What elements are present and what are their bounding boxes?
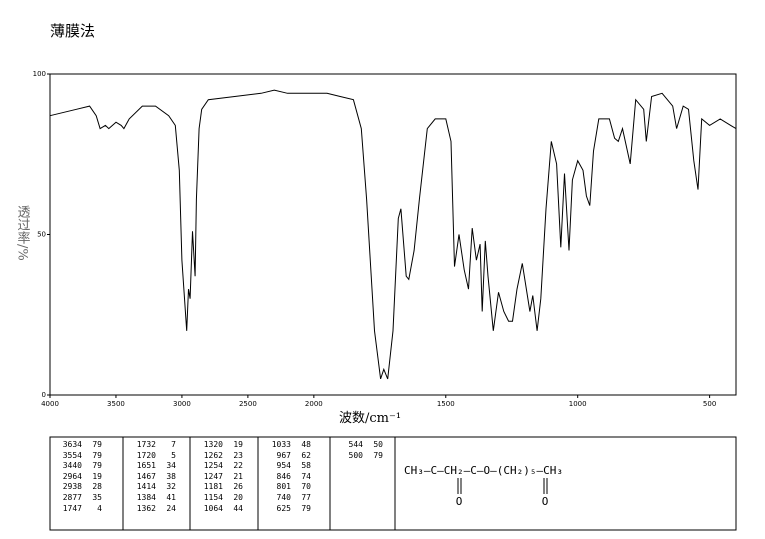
peak-wavenumber: 1651 <box>136 461 156 471</box>
peak-wavenumber: 967 <box>276 450 291 460</box>
peak-transmittance: 79 <box>92 461 102 471</box>
peak-transmittance: 74 <box>301 471 311 481</box>
peak-wavenumber: 740 <box>276 493 291 502</box>
x-tick-label: 2500 <box>239 400 257 408</box>
peak-wavenumber: 1384 <box>136 493 156 502</box>
peak-transmittance: 24 <box>166 503 176 513</box>
peak-wavenumber: 1320 <box>203 440 223 449</box>
peak-wavenumber: 1467 <box>136 471 156 481</box>
peak-transmittance: 35 <box>92 493 102 502</box>
peak-transmittance: 41 <box>166 493 176 502</box>
peak-wavenumber: 2964 <box>62 471 82 481</box>
peak-wavenumber: 2938 <box>62 482 82 492</box>
peak-wavenumber: 1732 <box>136 440 156 449</box>
peak-wavenumber: 954 <box>276 461 291 471</box>
peak-transmittance: 26 <box>233 482 243 492</box>
peak-wavenumber: 1254 <box>203 461 223 471</box>
spectrum-line <box>49 89 737 380</box>
peak-wavenumber: 625 <box>276 503 291 513</box>
peak-transmittance: 34 <box>166 461 176 471</box>
x-tick-label: 3000 <box>173 400 191 408</box>
peak-wavenumber: 1720 <box>136 450 156 460</box>
y-axis-label: 透过率/% <box>15 205 31 261</box>
peak-transmittance: 19 <box>92 471 102 481</box>
peak-wavenumber: 801 <box>276 482 291 492</box>
peak-transmittance: 28 <box>92 482 102 492</box>
peak-wavenumber: 1064 <box>203 503 223 513</box>
peak-wavenumber: 1262 <box>203 450 223 460</box>
peak-transmittance: 21 <box>233 471 243 481</box>
carbonyl-oxygen: O <box>456 495 463 508</box>
peak-transmittance: 77 <box>301 493 311 502</box>
y-tick-label: 0 <box>42 391 46 399</box>
peak-transmittance: 5 <box>171 450 176 460</box>
peak-transmittance: 79 <box>373 450 383 460</box>
x-tick-label: 1500 <box>437 400 455 408</box>
peak-transmittance: 22 <box>233 461 243 471</box>
x-axis-label: 波数/cm⁻¹ <box>339 411 401 426</box>
peak-wavenumber: 1747 <box>62 503 82 513</box>
table-frame <box>49 436 737 531</box>
table-dividers <box>122 437 396 530</box>
x-tick-label: 2000 <box>305 400 323 408</box>
peak-transmittance: 32 <box>166 482 176 492</box>
peak-wavenumber: 2877 <box>62 493 82 502</box>
peak-transmittance: 79 <box>92 450 102 460</box>
peak-wavenumber: 3634 <box>62 440 82 449</box>
peak-transmittance: 20 <box>233 493 243 502</box>
peak-wavenumber: 500 <box>348 450 363 460</box>
peak-transmittance: 44 <box>233 503 243 513</box>
peak-transmittance: 19 <box>233 440 243 449</box>
peak-transmittance: 7 <box>171 440 176 449</box>
peak-wavenumber: 846 <box>276 471 291 481</box>
x-tick-label: 3500 <box>107 400 125 408</box>
x-tick-label: 1000 <box>569 400 587 408</box>
carbonyl-oxygen: O <box>542 495 549 508</box>
peak-transmittance: 79 <box>92 440 102 449</box>
y-tick-label: 50 <box>37 231 46 239</box>
x-tick-label: 4000 <box>41 400 59 408</box>
plot-frame <box>49 73 737 396</box>
peak-wavenumber: 3554 <box>62 450 82 460</box>
page-title: 薄膜法 <box>50 22 95 40</box>
peak-transmittance: 79 <box>301 503 311 513</box>
peak-transmittance: 58 <box>301 461 311 471</box>
peak-transmittance: 62 <box>301 450 311 460</box>
y-tick-label: 100 <box>33 70 46 78</box>
peak-transmittance: 4 <box>97 503 102 513</box>
structure-formula: CH₃—C—CH₂—C—O—(CH₂)₅—CH₃ <box>404 464 563 477</box>
peak-wavenumber: 1154 <box>203 493 223 502</box>
peak-wavenumber: 1247 <box>203 471 223 481</box>
peak-wavenumber: 3440 <box>62 461 82 471</box>
peak-wavenumber: 1414 <box>136 482 156 492</box>
peak-transmittance: 38 <box>166 471 176 481</box>
peak-wavenumber: 1181 <box>203 482 223 492</box>
peak-transmittance: 48 <box>301 440 311 449</box>
peak-wavenumber: 544 <box>348 440 363 449</box>
peak-wavenumber: 1362 <box>136 503 156 513</box>
peak-transmittance: 23 <box>233 450 243 460</box>
x-tick-label: 500 <box>703 400 716 408</box>
peak-transmittance: 50 <box>373 440 383 449</box>
peak-wavenumber: 1033 <box>271 440 291 449</box>
peak-transmittance: 70 <box>301 482 311 492</box>
carbonyl-bonds <box>457 478 548 494</box>
